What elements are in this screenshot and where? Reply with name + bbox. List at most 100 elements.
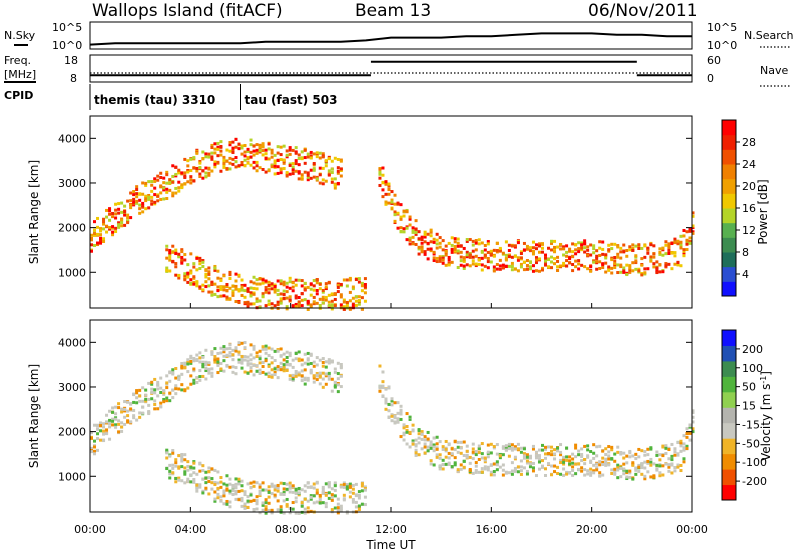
- range-cell: [471, 249, 475, 253]
- range-cell: [583, 239, 587, 243]
- range-cell: [607, 454, 611, 458]
- range-cell: [360, 284, 364, 288]
- range-cell: [387, 409, 391, 413]
- range-cell: [288, 163, 292, 167]
- range-cell: [571, 473, 575, 477]
- range-cell: [402, 423, 406, 427]
- range-cell: [501, 473, 505, 477]
- range-cell: [531, 461, 535, 465]
- range-cell: [679, 444, 683, 448]
- range-cell: [468, 461, 472, 465]
- nsky-panel: N.Sky 10^5 10^0 10^5 10^0 N.Search: [4, 21, 794, 52]
- range-cell: [550, 473, 554, 477]
- range-cell: [330, 180, 334, 184]
- range-cell: [652, 244, 656, 248]
- range-cell: [276, 300, 280, 304]
- range-cell: [435, 447, 439, 451]
- range-cell: [525, 267, 529, 271]
- range-cell: [432, 237, 436, 241]
- range-cell: [441, 458, 445, 462]
- range-cell: [531, 269, 535, 273]
- range-cell: [228, 143, 232, 147]
- range-cell: [93, 445, 97, 449]
- range-cell: [544, 447, 548, 451]
- range-cell: [336, 285, 340, 289]
- range-cell: [528, 260, 532, 264]
- range-cell: [198, 159, 202, 163]
- range-cell: [258, 489, 262, 493]
- range-cell: [267, 287, 271, 291]
- range-cell: [267, 302, 271, 306]
- range-cell: [282, 352, 286, 356]
- x-axis-label: Time UT: [365, 538, 416, 552]
- range-cell: [207, 152, 211, 156]
- range-cell: [117, 202, 121, 206]
- range-cell: [141, 204, 145, 208]
- range-cell: [210, 374, 214, 378]
- range-cell: [312, 364, 316, 368]
- range-cell: [252, 166, 256, 170]
- range-cell: [402, 438, 406, 442]
- range-cell: [159, 191, 163, 195]
- range-cell: [519, 459, 523, 463]
- range-cell: [132, 200, 136, 204]
- range-cell: [300, 374, 304, 378]
- range-cell: [562, 460, 566, 464]
- range-cell: [525, 259, 529, 263]
- range-cell: [565, 446, 569, 450]
- range-cell: [691, 430, 695, 434]
- range-cell: [90, 436, 93, 440]
- range-cell: [685, 238, 689, 242]
- range-cell: [589, 253, 593, 257]
- range-cell: [213, 497, 217, 501]
- range-cell: [604, 256, 608, 260]
- range-cell: [513, 445, 517, 449]
- range-cell: [201, 355, 205, 359]
- range-cell: [93, 243, 97, 247]
- range-cell: [258, 368, 262, 372]
- range-cell: [676, 463, 680, 467]
- y-tick-label: 4000: [58, 336, 86, 349]
- range-cell: [201, 259, 205, 263]
- range-cell: [396, 401, 400, 405]
- range-cell: [339, 159, 343, 163]
- range-cell: [646, 453, 650, 457]
- range-cell: [285, 305, 289, 309]
- range-cell: [300, 292, 304, 296]
- range-cell: [180, 459, 184, 463]
- range-cell: [426, 437, 430, 441]
- range-cell: [613, 472, 617, 476]
- range-cell: [598, 266, 602, 270]
- range-cell: [456, 468, 460, 472]
- range-cell: [528, 456, 532, 460]
- range-cell: [646, 251, 650, 255]
- range-cell: [640, 257, 644, 261]
- range-cell: [249, 362, 253, 366]
- range-cell: [610, 271, 614, 275]
- range-cell: [282, 158, 286, 162]
- range-cell: [273, 304, 277, 308]
- range-cell: [550, 248, 554, 252]
- range-cell: [231, 150, 235, 154]
- range-cell: [246, 362, 250, 366]
- colorbar-cell: [722, 120, 736, 136]
- range-cell: [297, 511, 301, 515]
- range-cell: [183, 453, 187, 457]
- range-cell: [528, 246, 532, 250]
- range-cell: [354, 278, 358, 282]
- range-cell: [234, 300, 238, 304]
- range-cell: [537, 454, 541, 458]
- range-cell: [192, 276, 196, 280]
- range-cell: [171, 174, 175, 178]
- range-cell: [189, 374, 193, 378]
- range-cell: [159, 386, 163, 390]
- range-cell: [240, 496, 244, 500]
- range-cell: [438, 456, 442, 460]
- range-cell: [309, 494, 313, 498]
- range-cell: [279, 297, 283, 301]
- range-cell: [99, 229, 103, 233]
- range-cell: [273, 370, 277, 374]
- range-cell: [634, 472, 638, 476]
- range-cell: [138, 399, 142, 403]
